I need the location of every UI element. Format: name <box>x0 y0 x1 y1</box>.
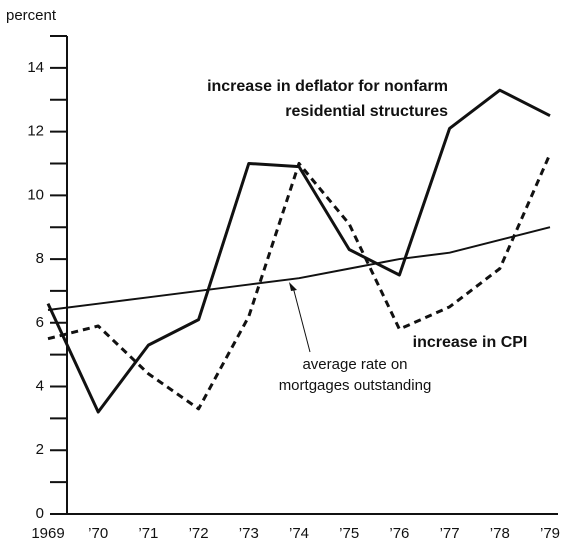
y-tick-label: 12 <box>27 123 44 140</box>
y-axis-label: percent <box>6 7 57 24</box>
y-tick-label: 8 <box>36 250 44 267</box>
y-tick-label: 2 <box>36 441 44 458</box>
series-label: residential structures <box>285 103 448 120</box>
x-tick-label: ’77 <box>440 525 460 542</box>
series-line <box>47 226 551 312</box>
arrow <box>292 286 311 353</box>
x-tick-label: ’79 <box>540 525 560 542</box>
series-label: average rate on <box>302 356 407 373</box>
x-tick-label: ’73 <box>239 525 259 542</box>
x-tick-label: ’78 <box>490 525 510 542</box>
x-tick-label: ’70 <box>88 525 108 542</box>
series-line <box>46 88 551 414</box>
x-tick-label: 1969 <box>31 525 64 542</box>
arrow-head <box>289 282 297 291</box>
x-tick-label: ’72 <box>189 525 209 542</box>
x-tick-label: ’71 <box>138 525 158 542</box>
x-tick-label: ’75 <box>339 525 359 542</box>
y-tick-label: 10 <box>27 186 44 203</box>
y-tick-label: 6 <box>36 314 44 331</box>
series-label: increase in deflator for nonfarm <box>207 78 448 95</box>
series-label: mortgages outstanding <box>279 377 432 394</box>
y-tick-label: 0 <box>36 505 44 522</box>
x-tick-label: ’74 <box>289 525 309 542</box>
series-label: increase in CPI <box>413 334 528 351</box>
y-tick-label: 4 <box>36 378 44 395</box>
y-tick-label: 14 <box>27 59 44 76</box>
series-line <box>47 153 552 411</box>
x-tick-label: ’76 <box>389 525 409 542</box>
